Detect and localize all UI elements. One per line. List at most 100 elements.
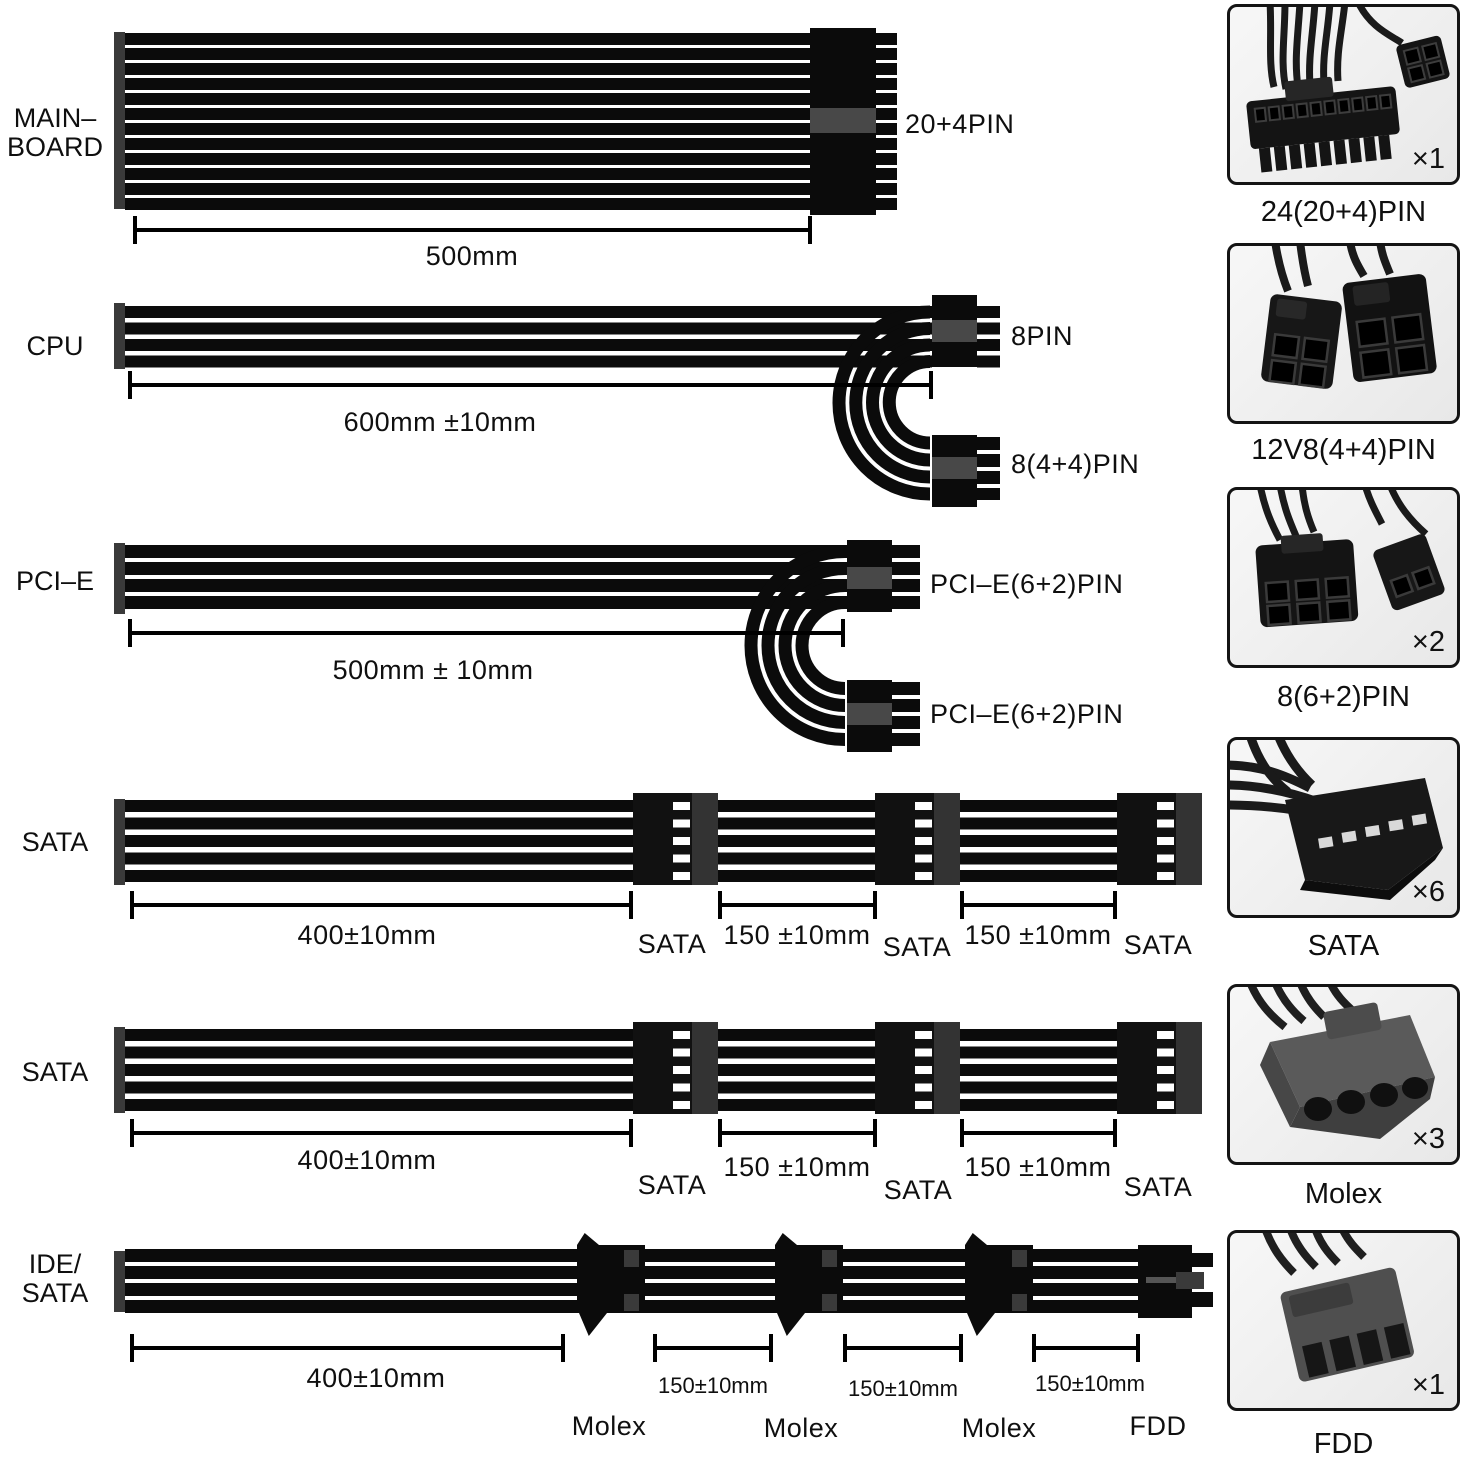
dim-text: 150±10mm <box>658 1373 768 1398</box>
dim-text: 150 ±10mm <box>723 1152 871 1182</box>
connector-tail <box>1176 1022 1202 1114</box>
connector-pins <box>892 682 920 746</box>
dim-text: 400±10mm <box>306 1363 446 1393</box>
quantity-badge: ×3 <box>1411 1123 1445 1155</box>
row-label-line: SATA <box>21 1278 89 1308</box>
quantity-badge: ×2 <box>1411 626 1445 658</box>
connector-latch <box>624 1250 639 1267</box>
photo-caption: SATA <box>1307 930 1380 962</box>
row-label-mainboard: MAIN– BOARD <box>2 104 108 162</box>
row-label-line: CPU <box>26 331 84 361</box>
molex-connector-image <box>1247 987 1435 1139</box>
dim-line-150mm <box>843 1334 963 1362</box>
connector-pins <box>673 802 690 880</box>
connector-label: 20+4PIN <box>905 109 1015 139</box>
connector-latch <box>624 1294 639 1311</box>
connector-fin <box>775 1233 797 1245</box>
photo-caption: Molex <box>1304 1178 1383 1210</box>
connector-sata <box>633 793 718 885</box>
photo-12v8pin <box>1227 243 1460 424</box>
ribbon-cable-cpu <box>125 306 932 368</box>
row-label-line: BOARD <box>6 132 104 162</box>
connector-latch <box>810 108 876 133</box>
connector-label: SATA <box>637 929 707 959</box>
quantity-badge: ×6 <box>1411 876 1445 908</box>
connector-latch <box>932 457 977 479</box>
connector-sata <box>633 1022 718 1114</box>
connector-latch <box>1012 1294 1027 1311</box>
connector-fin <box>777 1313 805 1336</box>
cable-root-bar <box>114 799 125 885</box>
dim-text: 150±10mm <box>1035 1371 1145 1396</box>
connector-latch <box>822 1250 837 1267</box>
dim-text: 400±10mm <box>297 1145 437 1175</box>
cable-root-bar <box>114 543 125 614</box>
cable-root-bar <box>114 1027 125 1113</box>
cable-root-bar <box>114 303 125 369</box>
dim-line-150mm <box>960 891 1117 919</box>
dim-text: 150±10mm <box>848 1376 958 1401</box>
connector-sata <box>875 793 960 885</box>
dim-line-600mm <box>128 371 933 399</box>
connector-pins <box>1157 1031 1174 1109</box>
photo-sata: ×6 <box>1227 737 1460 918</box>
connector-latch <box>847 703 892 725</box>
row-label-sata-2: SATA <box>2 1058 108 1087</box>
quantity-badge: ×1 <box>1411 143 1445 175</box>
connector-tail <box>1176 793 1202 885</box>
connector-pins <box>673 1031 690 1109</box>
connector-pins <box>915 802 932 880</box>
ribbon-cable-mainboard <box>125 33 810 210</box>
connector-sata <box>1117 1022 1202 1114</box>
connector-label: PCI–E(6+2)PIN <box>930 569 1124 599</box>
connector-latch <box>1176 1272 1204 1289</box>
dim-line-400mm <box>130 891 633 919</box>
connector-pins <box>1192 1292 1213 1307</box>
connector-sata <box>1117 793 1202 885</box>
dim-line-150mm <box>960 1119 1117 1147</box>
dim-line-150mm <box>718 891 877 919</box>
dim-line-400mm <box>130 1119 633 1147</box>
connector-label: PCI–E(6+2)PIN <box>930 699 1124 729</box>
row-label-sata-1: SATA <box>2 828 108 857</box>
photo-24pin: ×1 <box>1227 4 1460 185</box>
connector-label: SATA <box>882 932 952 962</box>
connector-label: 8(4+4)PIN <box>1011 449 1140 479</box>
cpu-8pin-connector-image <box>1261 246 1437 389</box>
photo-caption: 8(6+2)PIN <box>1277 681 1410 713</box>
connector-pins <box>977 306 1000 368</box>
cable-root-bar <box>114 1251 125 1312</box>
dim-line-150mm <box>1032 1334 1140 1362</box>
cable-loop-cpu <box>832 305 931 501</box>
quantity-badge: ×1 <box>1411 1369 1445 1401</box>
connector-molex <box>577 1233 645 1337</box>
photo-caption: FDD <box>1313 1428 1374 1460</box>
pcie-connector-image <box>1255 490 1445 628</box>
connector-pins <box>1157 802 1174 880</box>
fdd-connector-image <box>1262 1233 1414 1382</box>
connector-fin <box>579 1313 607 1336</box>
cable-loop-pcie <box>744 545 846 746</box>
dim-line-500mm <box>133 216 812 244</box>
connector-label: Molex <box>571 1411 647 1441</box>
photo-pcie-8pin: ×2 <box>1227 487 1460 668</box>
connector-latch <box>822 1294 837 1311</box>
dim-text: 150 ±10mm <box>964 920 1112 950</box>
dim-text: 500mm <box>425 241 519 271</box>
row-label-pcie: PCI–E <box>2 567 108 596</box>
connector-label: FDD <box>1129 1411 1187 1441</box>
dim-line-150mm <box>653 1334 773 1362</box>
connector-latch <box>932 320 977 342</box>
connector-label: SATA <box>637 1170 707 1200</box>
dim-text: 400±10mm <box>297 920 437 950</box>
connector-wire <box>1146 1277 1176 1283</box>
connector-tail <box>934 793 960 885</box>
connector-fin <box>965 1233 987 1245</box>
24pin-connector-image <box>1246 7 1450 173</box>
connector-pins <box>876 33 897 210</box>
connector-latch <box>847 567 892 589</box>
row-label-cpu: CPU <box>2 332 108 361</box>
cable-root-bar <box>114 32 125 209</box>
photo-molex: ×3 <box>1227 984 1460 1165</box>
